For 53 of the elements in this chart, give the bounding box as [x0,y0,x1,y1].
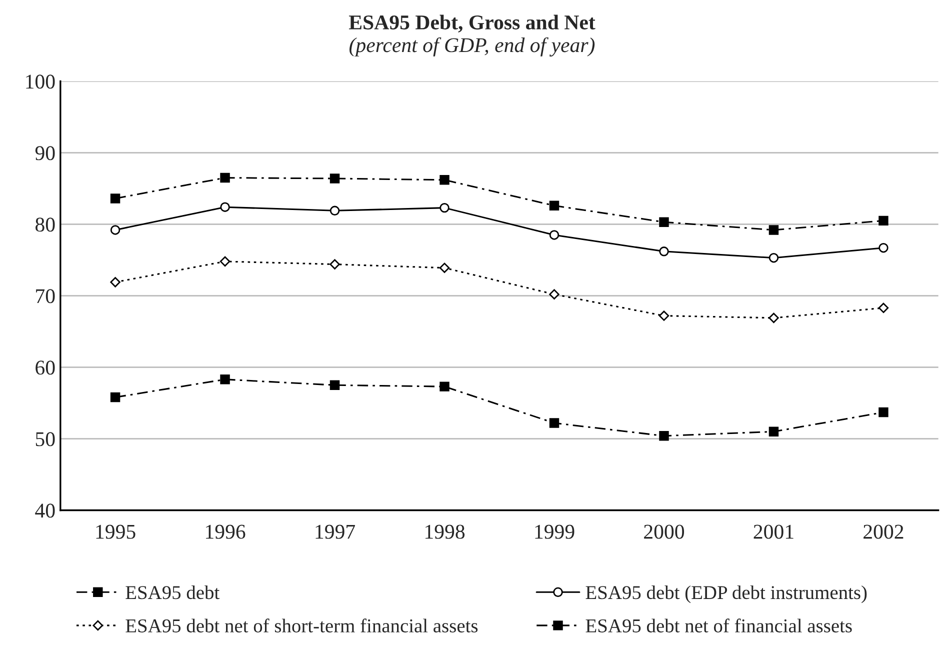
point [658,310,670,321]
point [110,225,120,235]
point [110,194,120,204]
y-tick-label: 80 [36,218,55,232]
x-tick-label: 1999 [535,524,574,539]
legend-label: ESA95 debt [126,585,220,600]
point [878,242,888,253]
y-tick-label: 100 [26,74,55,89]
point [768,426,779,436]
x-tick-label: 1995 [96,524,136,539]
y-tick-label: 40 [35,504,55,518]
x-tick-label: 1998 [426,524,465,539]
point [768,252,779,263]
point [768,312,779,324]
chart-title: ESA95 Debt, Gross and Net [348,14,596,32]
legend-label: ESA95 debt net of financial assets [586,618,852,632]
point [768,225,779,235]
point [549,289,560,300]
point [659,431,669,441]
y-tick-label: 70 [36,289,55,304]
x-tick-label: 1997 [316,524,355,539]
point [220,172,230,183]
point [440,382,450,392]
point [220,256,230,267]
point [659,217,669,227]
y-tick-label: 60 [36,360,55,375]
y-tick-label: 90 [35,146,55,160]
point [878,302,889,314]
point [440,175,450,185]
legend-label: ESA95 debt (EDP debt instruments) [586,585,867,604]
point [440,202,450,213]
point [330,380,340,390]
point [549,230,560,240]
x-tick-label: 2002 [864,524,904,539]
point [439,262,450,273]
x-tick-label: 2000 [644,524,684,539]
x-tick-label: 2001 [754,524,794,539]
point [220,202,230,212]
chart-subtitle: (percent of GDP, end of year) [350,37,595,56]
y-tick-label: 50 [36,432,55,446]
point [549,200,560,211]
point [220,374,230,384]
point [878,216,888,226]
point [878,407,888,418]
point [110,277,120,288]
x-tick-label: 1996 [206,524,246,539]
point [330,259,340,270]
point [659,246,669,256]
legend-label: ESA95 debt net of short-term financial assets [126,618,478,632]
point [110,392,120,402]
point [549,418,560,428]
point [330,174,340,184]
point [330,206,340,216]
